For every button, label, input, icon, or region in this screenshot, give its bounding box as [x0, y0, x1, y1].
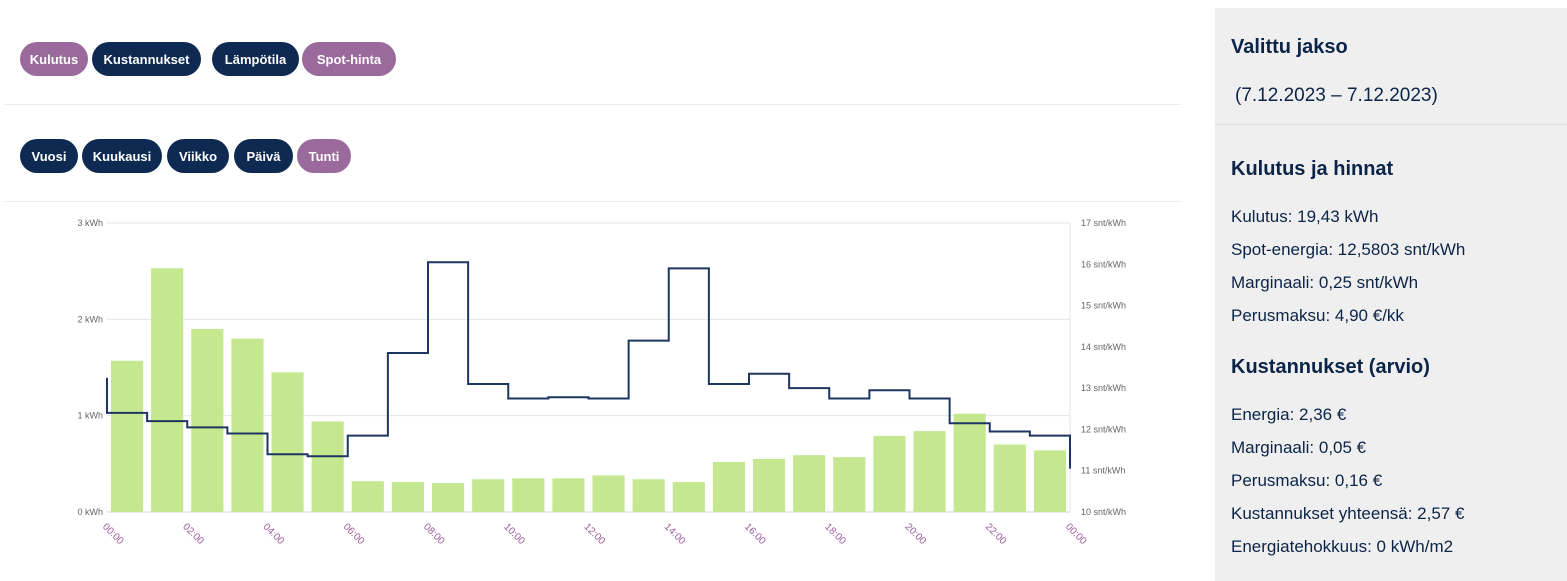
tab-vuosi[interactable]: Vuosi	[20, 139, 78, 173]
bar-hour-18	[833, 457, 866, 512]
usage-line: Kulutus: 19,43 kWh	[1231, 207, 1379, 226]
left-tick-label: 1 kWh	[77, 411, 103, 421]
x-tick-label: 02:00	[180, 521, 206, 547]
bar-hour-01	[151, 268, 184, 512]
cost-margin-line: Marginaali: 0,05 €	[1231, 438, 1367, 457]
tab-paiva[interactable]: Päivä	[234, 139, 293, 173]
tab-lampotila[interactable]: Lämpötila	[212, 42, 299, 76]
tab-kuukausi[interactable]: Kuukausi	[82, 139, 162, 173]
right-axis-ticks: 10 snt/kWh 11 snt/kWh 12 snt/kWh 13 snt/kWh…	[1081, 218, 1126, 517]
cost-base-fee-line: Perusmaksu: 0,16 €	[1231, 471, 1383, 490]
x-tick-label: 00:00	[100, 521, 126, 547]
left-tick-label: 2 kWh	[77, 314, 103, 324]
chart-gridlines	[107, 222, 1071, 513]
margin-line: Marginaali: 0,25 snt/kWh	[1231, 273, 1419, 292]
tab-tunti[interactable]: Tunti	[297, 139, 351, 173]
x-tick-label: 00:00	[1063, 521, 1089, 547]
bar-hour-12	[592, 475, 625, 512]
left-tick-label: 0 kWh	[77, 507, 103, 517]
x-tick-label: 20:00	[903, 521, 929, 547]
right-tick-label: 14 snt/kWh	[1081, 342, 1126, 352]
right-tick-label: 12 snt/kWh	[1081, 424, 1126, 434]
bar-hour-22	[993, 444, 1026, 512]
right-tick-label: 13 snt/kWh	[1081, 383, 1126, 393]
right-tick-label: 17 snt/kWh	[1081, 218, 1126, 228]
bar-hour-16	[753, 459, 786, 512]
right-tick-label: 11 snt/kWh	[1081, 466, 1125, 476]
summary-panel: Valittu jakso (7.12.2023 – 7.12.2023) Ku…	[1215, 8, 1567, 581]
costs-title: Kustannukset (arvio)	[1231, 356, 1430, 378]
usage-prices-title: Kulutus ja hinnat	[1231, 158, 1394, 180]
x-axis-ticks: 00:00 02:00 04:00 06:00 08:00 10:00 12:00 14:00…	[100, 521, 1089, 547]
cost-total-line: Kustannukset yhteensä: 2,57 €	[1231, 504, 1465, 523]
right-tick-label: 16 snt/kWh	[1081, 259, 1126, 269]
divider-middle	[5, 201, 1181, 202]
tab-viikko[interactable]: Viikko	[167, 139, 229, 173]
x-tick-label: 10:00	[501, 521, 527, 547]
spot-price-step-line	[106, 261, 1071, 469]
x-tick-label: 04:00	[261, 521, 287, 547]
left-axis-ticks: 0 kWh 1 kWh 2 kWh 3 kWh	[77, 218, 103, 517]
x-tick-label: 22:00	[983, 521, 1009, 547]
cost-energy-line: Energia: 2,36 €	[1231, 405, 1347, 424]
bar-hour-04	[271, 372, 304, 512]
bar-hour-23	[1033, 450, 1066, 512]
divider-top	[5, 104, 1181, 105]
right-tick-label: 10 snt/kWh	[1081, 507, 1126, 517]
bar-hour-02	[191, 328, 224, 512]
x-tick-label: 16:00	[742, 521, 768, 547]
right-tick-label: 15 snt/kWh	[1081, 301, 1126, 311]
bar-hour-20	[913, 431, 946, 512]
bar-hour-19	[873, 435, 906, 512]
bar-hour-03	[231, 338, 264, 512]
selected-period-title: Valittu jakso	[1231, 36, 1348, 58]
left-tick-label: 3 kWh	[77, 218, 103, 228]
base-fee-line: Perusmaksu: 4,90 €/kk	[1231, 306, 1404, 325]
x-tick-label: 12:00	[582, 521, 608, 547]
consumption-price-chart: 0 kWh 1 kWh 2 kWh 3 kWh 10 snt/kWh 11 snt/kW…	[77, 218, 1126, 547]
bar-hour-09	[472, 479, 505, 512]
summary-divider	[1215, 124, 1567, 125]
bar-hour-07	[391, 482, 424, 512]
selected-period-range: (7.12.2023 – 7.12.2023)	[1235, 85, 1438, 106]
bar-hour-06	[351, 481, 384, 512]
consumption-bars	[111, 268, 1066, 512]
bar-hour-05	[311, 421, 344, 512]
bar-hour-21	[953, 413, 986, 512]
spot-energy-line: Spot-energia: 12,5803 snt/kWh	[1231, 240, 1466, 259]
bar-hour-11	[552, 478, 585, 512]
bar-hour-14	[672, 482, 705, 512]
bar-hour-13	[632, 479, 665, 512]
bar-hour-00	[111, 360, 144, 512]
bar-hour-10	[512, 478, 545, 512]
bar-hour-08	[432, 483, 465, 512]
tab-spot-hinta[interactable]: Spot-hinta	[302, 42, 396, 76]
x-tick-label: 08:00	[421, 521, 447, 547]
x-tick-label: 18:00	[822, 521, 848, 547]
energy-efficiency-line: Energiatehokkuus: 0 kWh/m2	[1231, 537, 1454, 556]
x-tick-label: 14:00	[662, 521, 688, 547]
tab-kustannukset[interactable]: Kustannukset	[92, 42, 201, 76]
x-tick-label: 06:00	[341, 521, 367, 547]
bar-hour-17	[793, 455, 826, 512]
tab-kulutus[interactable]: Kulutus	[20, 42, 88, 76]
bar-hour-15	[712, 461, 745, 512]
spot-price-line	[106, 261, 1071, 469]
